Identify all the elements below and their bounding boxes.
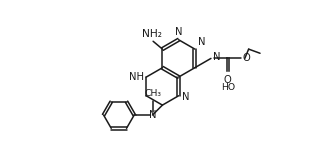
Text: N: N (213, 52, 220, 62)
Text: O: O (224, 75, 232, 85)
Text: CH₃: CH₃ (144, 89, 161, 98)
Text: NH: NH (129, 72, 144, 82)
Text: HO: HO (221, 83, 235, 92)
Text: O: O (243, 53, 251, 63)
Text: N: N (198, 37, 205, 47)
Text: NH₂: NH₂ (142, 29, 162, 39)
Text: N: N (181, 92, 189, 102)
Text: N: N (175, 27, 182, 37)
Text: N: N (149, 110, 156, 120)
